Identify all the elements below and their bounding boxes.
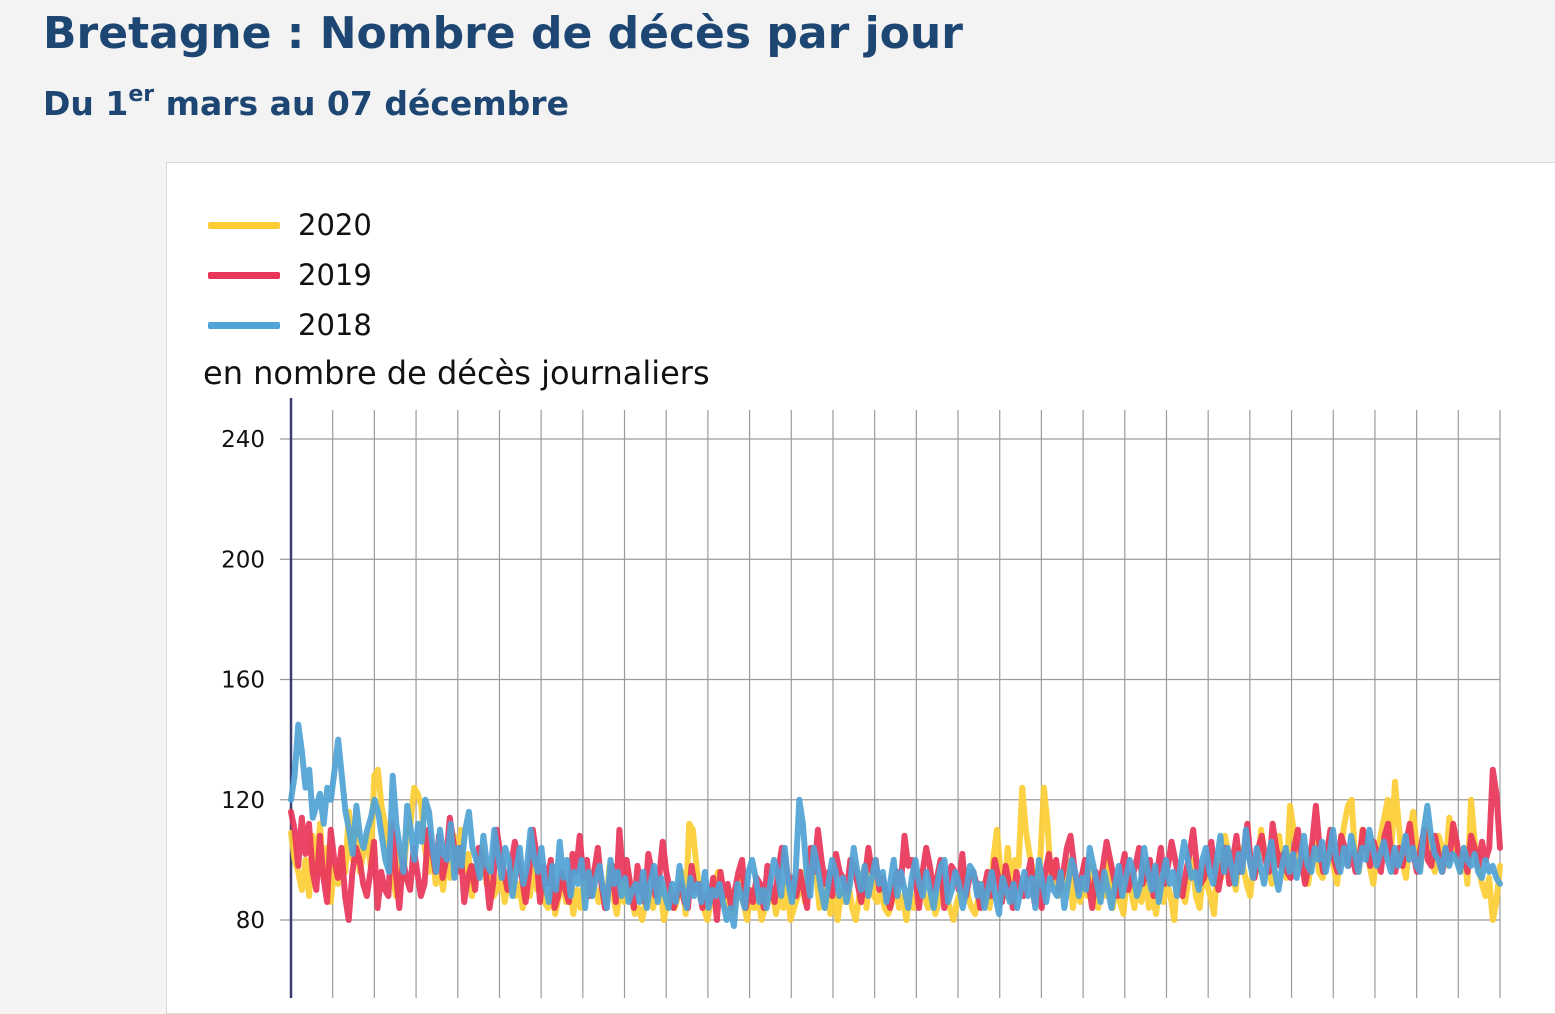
subtitle-date-range: mars au 07 décembre [154,84,569,123]
chart-legend: 2020 2019 2018 [208,200,372,350]
chart-subtitle: Du 1er mars au 07 décembre [43,82,569,123]
legend-swatch-2020 [208,221,280,229]
legend-label-2018: 2018 [298,308,372,342]
subtitle-prefix: Du 1 [43,84,129,123]
y-tick-label-120: 120 [221,788,265,814]
y-tick-label-160: 160 [221,668,265,694]
chart-title: Bretagne : Nombre de décès par jour [43,8,963,59]
legend-item-2019[interactable]: 2019 [208,250,372,300]
legend-item-2020[interactable]: 2020 [208,200,372,250]
legend-label-2019: 2019 [298,258,372,292]
legend-swatch-2018 [208,321,280,329]
y-tick-label-200: 200 [221,547,265,573]
y-tick-label-80: 80 [236,908,265,934]
legend-swatch-2019 [208,271,280,279]
legend-label-2020: 2020 [298,208,372,242]
subtitle-ordinal-suffix: er [128,82,155,107]
legend-item-2018[interactable]: 2018 [208,300,372,350]
y-axis-unit-label: en nombre de décès journaliers [203,354,710,392]
y-tick-label-240: 240 [221,427,265,453]
series-line-2018 [288,721,1503,929]
